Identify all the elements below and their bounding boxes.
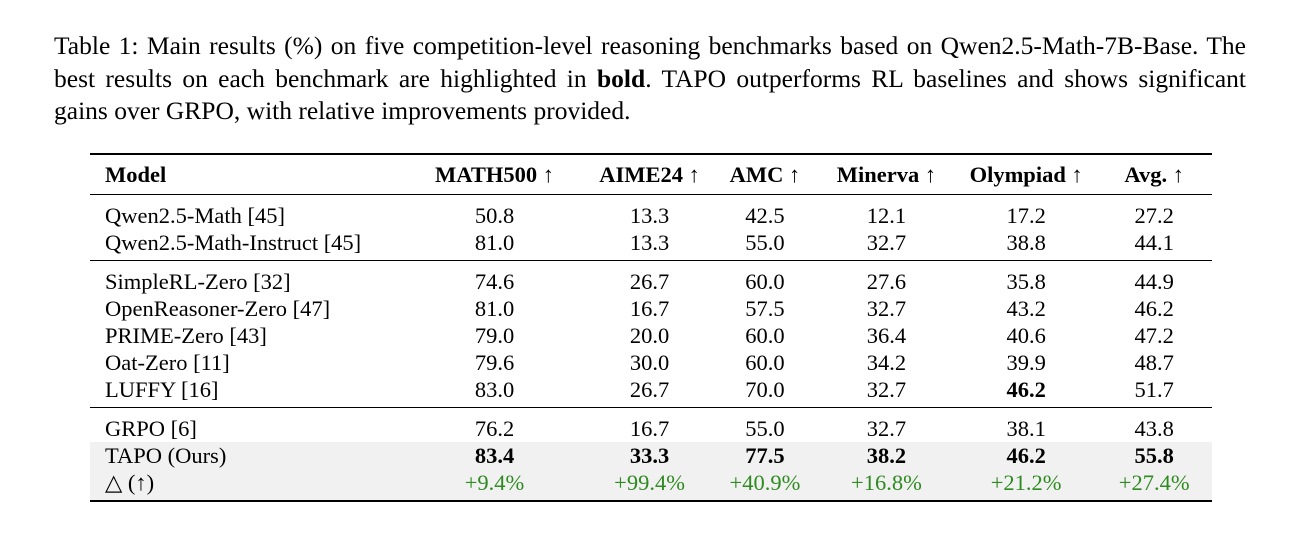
cell-minerva: +16.8% — [817, 469, 956, 501]
group-grpo-tapo: GRPO [6] 76.2 16.7 55.0 32.7 38.1 43.8 T… — [90, 408, 1212, 501]
cell-avg: +27.4% — [1096, 469, 1212, 501]
cell-math500: +9.4% — [402, 469, 587, 501]
cell-amc: 60.0 — [745, 350, 785, 375]
cell-aime24: 13.3 — [629, 203, 670, 228]
table-row: LUFFY [16] 83.0 26.7 70.0 32.7 46.2 51.7 — [90, 376, 1212, 408]
cell-minerva: 34.2 — [866, 350, 907, 375]
model-name: TAPO (Ours) — [90, 442, 403, 469]
table-row: Qwen2.5-Math [45] 50.8 13.3 42.5 12.1 17… — [90, 195, 1212, 230]
cell-avg: 46.2 — [1134, 296, 1174, 321]
caption-bold-word: bold — [596, 63, 646, 93]
cell-avg: 55.8 — [1096, 442, 1212, 469]
cell-math500: 76.2 — [474, 416, 515, 441]
cell-olympiad: 39.9 — [1006, 350, 1046, 375]
cell-minerva: 32.7 — [866, 230, 907, 255]
table-row: GRPO [6] 76.2 16.7 55.0 32.7 38.1 43.8 — [90, 408, 1212, 443]
cell-amc: 70.0 — [745, 377, 785, 402]
header-model: Model — [105, 162, 167, 187]
table-row: OpenReasoner-Zero [47] 81.0 16.7 57.5 32… — [90, 295, 1212, 322]
cell-olympiad: 43.2 — [1006, 296, 1046, 321]
results-table: Model MATH500 ↑ AIME24 ↑ AMC ↑ Minerva ↑… — [90, 153, 1212, 502]
cell-avg: 48.7 — [1134, 350, 1174, 375]
cell-math500: 81.0 — [474, 296, 515, 321]
cell-minerva: 36.4 — [866, 323, 907, 348]
table-caption: Table 1: Main results (%) on five compet… — [54, 30, 1246, 128]
header-minerva: Minerva ↑ — [836, 162, 937, 187]
cell-olympiad: 38.8 — [1006, 230, 1046, 255]
model-name: △ (↑) — [90, 469, 403, 501]
header-amc: AMC ↑ — [729, 162, 801, 187]
cell-avg: 44.1 — [1134, 230, 1174, 255]
cell-aime24: 13.3 — [629, 230, 670, 255]
caption-suffix: . TAPO outperforms RL baselines and show… — [54, 63, 1246, 126]
cell-math500: 83.4 — [402, 442, 587, 469]
cell-olympiad: 46.2 — [1006, 377, 1046, 402]
cell-olympiad: 40.6 — [1006, 323, 1046, 348]
cell-math500: 79.6 — [474, 350, 515, 375]
header-row: Model MATH500 ↑ AIME24 ↑ AMC ↑ Minerva ↑… — [90, 154, 1212, 195]
cell-avg: 44.9 — [1134, 269, 1174, 294]
table-row: PRIME-Zero [43] 79.0 20.0 60.0 36.4 40.6… — [90, 322, 1212, 349]
cell-amc: +40.9% — [712, 469, 818, 501]
table-row-highlighted: TAPO (Ours) 83.4 33.3 77.5 38.2 46.2 55.… — [90, 442, 1212, 469]
group-rl-baselines: SimpleRL-Zero [32] 74.6 26.7 60.0 27.6 3… — [90, 261, 1212, 408]
cell-aime24: 16.7 — [629, 416, 670, 441]
cell-aime24: +99.4% — [586, 469, 713, 501]
cell-amc: 77.5 — [712, 442, 818, 469]
cell-minerva: 32.7 — [866, 296, 907, 321]
cell-minerva: 27.6 — [866, 269, 907, 294]
cell-olympiad: 35.8 — [1006, 269, 1046, 294]
table-row: Oat-Zero [11] 79.6 30.0 60.0 34.2 39.9 4… — [90, 349, 1212, 376]
model-name: SimpleRL-Zero [32] — [105, 269, 291, 294]
model-name: OpenReasoner-Zero [47] — [105, 296, 331, 321]
model-name: GRPO [6] — [105, 416, 197, 441]
cell-avg: 43.8 — [1134, 416, 1174, 441]
cell-math500: 74.6 — [474, 269, 515, 294]
cell-math500: 79.0 — [474, 323, 515, 348]
header-olympiad: Olympiad ↑ — [969, 162, 1083, 187]
cell-olympiad: 46.2 — [955, 442, 1097, 469]
cell-minerva: 32.7 — [866, 416, 907, 441]
table-row: Qwen2.5-Math-Instruct [45] 81.0 13.3 55.… — [90, 229, 1212, 261]
cell-aime24: 16.7 — [629, 296, 670, 321]
cell-math500: 83.0 — [474, 377, 515, 402]
cell-avg: 27.2 — [1134, 203, 1174, 228]
table-row: SimpleRL-Zero [32] 74.6 26.7 60.0 27.6 3… — [90, 261, 1212, 296]
header-avg: Avg. ↑ — [1124, 162, 1184, 187]
cell-minerva: 38.2 — [817, 442, 956, 469]
table-row-delta: △ (↑) +9.4% +99.4% +40.9% +16.8% +21.2% … — [90, 469, 1212, 501]
model-name: Qwen2.5-Math [45] — [105, 203, 285, 228]
header-aime24: AIME24 ↑ — [599, 162, 700, 187]
cell-olympiad: 17.2 — [1006, 203, 1046, 228]
model-name: Qwen2.5-Math-Instruct [45] — [105, 230, 362, 255]
cell-amc: 42.5 — [745, 203, 785, 228]
cell-avg: 47.2 — [1134, 323, 1174, 348]
caption-prefix: Table 1: Main results (%) on five compet… — [54, 31, 1246, 93]
cell-avg: 51.7 — [1134, 377, 1174, 402]
cell-amc: 55.0 — [745, 230, 785, 255]
cell-aime24: 30.0 — [629, 350, 670, 375]
model-name: Oat-Zero [11] — [105, 350, 230, 375]
cell-aime24: 20.0 — [629, 323, 670, 348]
cell-aime24: 33.3 — [586, 442, 713, 469]
cell-aime24: 26.7 — [629, 269, 670, 294]
cell-olympiad: +21.2% — [955, 469, 1097, 501]
cell-minerva: 32.7 — [866, 377, 907, 402]
cell-amc: 55.0 — [745, 416, 785, 441]
cell-amc: 60.0 — [745, 269, 785, 294]
cell-olympiad: 38.1 — [1006, 416, 1046, 441]
cell-amc: 60.0 — [745, 323, 785, 348]
model-name: LUFFY [16] — [105, 377, 219, 402]
group-base-models: Qwen2.5-Math [45] 50.8 13.3 42.5 12.1 17… — [90, 195, 1212, 261]
cell-minerva: 12.1 — [866, 203, 907, 228]
cell-aime24: 26.7 — [629, 377, 670, 402]
header-math500: MATH500 ↑ — [435, 162, 554, 187]
cell-math500: 50.8 — [474, 203, 515, 228]
model-name: PRIME-Zero [43] — [105, 323, 267, 348]
cell-math500: 81.0 — [474, 230, 515, 255]
cell-amc: 57.5 — [745, 296, 785, 321]
